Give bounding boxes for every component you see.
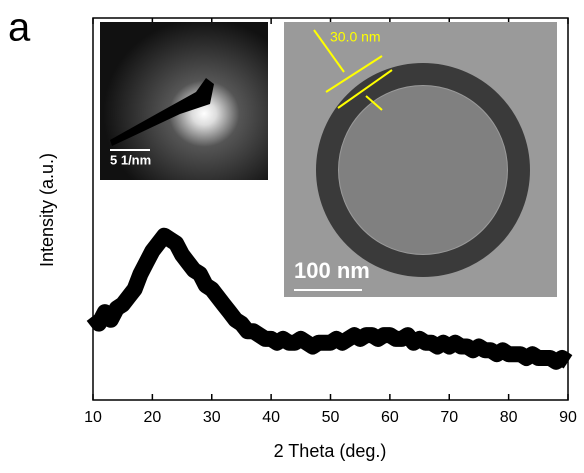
measure-line [325, 55, 383, 93]
x-tick-label: 90 [559, 409, 577, 426]
arrow [313, 29, 345, 73]
beam-stopper [110, 78, 214, 146]
x-tick-label: 10 [84, 409, 102, 426]
data-line [86, 227, 573, 370]
plot-area: 10 20 30 40 50 60 70 80 90 [84, 17, 577, 426]
arrow [365, 95, 383, 111]
shell [316, 63, 530, 277]
x-tick-label: 50 [322, 409, 340, 426]
core [339, 86, 507, 254]
x-tick-label: 70 [440, 409, 458, 426]
y-axis-label: Intensity (a.u.) [37, 153, 57, 267]
measure-line [337, 69, 393, 109]
scale-label: 5 1/nm [110, 152, 151, 167]
x-tick-label: 80 [500, 409, 518, 426]
saed-inset: 5 1/nm [100, 22, 268, 180]
x-tick-label: 60 [381, 409, 399, 426]
x-tick-label: 30 [203, 409, 221, 426]
scale-label: 100 nm [294, 258, 370, 283]
x-tick-label: 40 [262, 409, 280, 426]
x-tick-label: 20 [143, 409, 161, 426]
tem-inset: 30.0 nm 100 nm [284, 22, 557, 297]
panel-label: a [8, 6, 31, 50]
x-axis-label: 2 Theta (deg.) [274, 441, 387, 461]
thickness-label: 30.0 nm [330, 29, 381, 45]
